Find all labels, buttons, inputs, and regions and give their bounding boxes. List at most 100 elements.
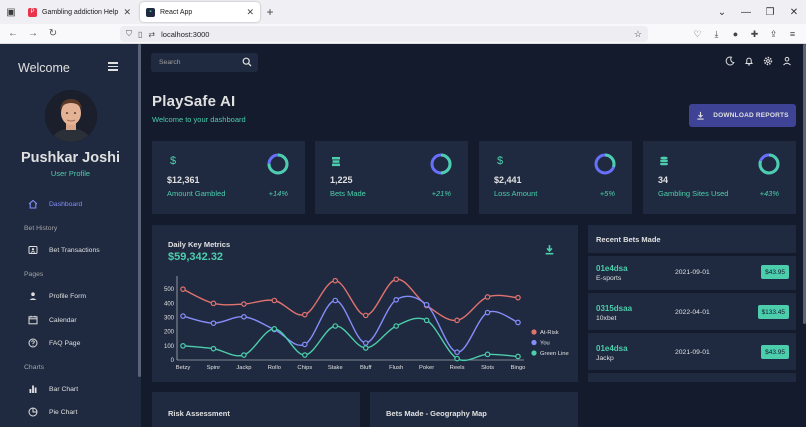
new-tab-button[interactable]: + xyxy=(266,5,274,19)
list-item[interactable]: 0315dsaa 10xbet 2022-04-01 $133.45 xyxy=(588,296,796,333)
data-point[interactable] xyxy=(180,286,186,292)
hamburger-menu-icon[interactable] xyxy=(108,62,118,71)
bet-amount-badge: $43.95 xyxy=(761,265,789,279)
profile-icon[interactable] xyxy=(777,56,796,66)
data-point[interactable] xyxy=(484,294,491,300)
download-reports-button[interactable]: DOWNLOAD REPORTS xyxy=(689,104,796,127)
data-point[interactable] xyxy=(362,340,369,346)
data-point[interactable] xyxy=(180,343,186,349)
data-point[interactable] xyxy=(515,319,521,326)
sidebar-item-faq[interactable]: FAQ Page xyxy=(28,337,80,349)
bookmark-star-icon[interactable]: ☆ xyxy=(633,28,642,39)
data-point[interactable] xyxy=(302,352,308,358)
data-point[interactable] xyxy=(210,345,217,352)
url-bar[interactable]: ⛉ ▯ ⇄ localhost:3000 ☆ xyxy=(120,26,648,42)
back-icon[interactable]: ← xyxy=(8,28,18,39)
data-point[interactable] xyxy=(332,297,339,304)
progress-ring xyxy=(267,153,289,175)
tab-title: React App xyxy=(160,8,193,16)
sidebar-item-pie-chart[interactable]: Pie Chart xyxy=(28,406,77,418)
sidebar-item-bet-transactions[interactable]: Bet Transactions xyxy=(28,244,100,256)
stat-card-bets-made: 1,225 Bets Made +21% xyxy=(315,141,468,214)
dark-mode-icon[interactable] xyxy=(720,56,739,66)
data-point[interactable] xyxy=(332,277,339,284)
risk-assessment-title: Risk Assessment xyxy=(168,409,230,418)
sidebar-item-bar-chart[interactable]: Bar Chart xyxy=(28,383,78,395)
data-point[interactable] xyxy=(241,352,247,358)
data-point[interactable] xyxy=(210,300,217,307)
sidebar-item-profile-form[interactable]: Profile Form xyxy=(28,290,86,302)
close-tab-icon[interactable]: ✕ xyxy=(123,6,131,17)
share-icon[interactable]: ⇪ xyxy=(769,28,778,39)
stat-label: Amount Gambled xyxy=(167,189,226,198)
data-point[interactable] xyxy=(241,301,247,307)
reload-icon[interactable]: ↻ xyxy=(48,28,58,39)
search-input[interactable]: Search xyxy=(151,53,258,72)
data-point[interactable] xyxy=(393,276,399,283)
download-reports-label: DOWNLOAD REPORTS xyxy=(713,112,789,119)
dollar-icon: $ xyxy=(169,155,177,167)
data-point[interactable] xyxy=(241,313,247,320)
url-text[interactable]: localhost:3000 xyxy=(161,29,210,39)
data-point[interactable] xyxy=(423,301,430,308)
extensions-icon[interactable]: ✚ xyxy=(750,28,759,39)
shield-icon[interactable]: ⛉ xyxy=(126,29,132,38)
downloads-icon[interactable]: ⤓ xyxy=(714,28,719,39)
notifications-icon[interactable] xyxy=(739,56,758,66)
stat-label: Bets Made xyxy=(330,189,366,198)
data-point[interactable] xyxy=(271,326,278,332)
browser-tab-bar: ▣ P Gambling addiction Help ✕ ▪ React Ap… xyxy=(0,0,806,24)
sidebar-scrollbar[interactable] xyxy=(138,44,141,377)
data-point[interactable] xyxy=(332,323,339,329)
browser-tab-gambling-help[interactable]: P Gambling addiction Help ✕ xyxy=(22,2,137,22)
data-point[interactable] xyxy=(393,323,399,329)
permissions-icon[interactable]: ⇄ xyxy=(148,29,156,39)
list-item[interactable]: 01e4dsa E-sports 2021-09-01 $43.95 xyxy=(588,256,796,293)
geography-map-title: Bets Made - Geography Map xyxy=(386,409,487,418)
menu-icon[interactable]: ≡ xyxy=(789,29,796,39)
search-icon[interactable] xyxy=(242,57,252,69)
data-point[interactable] xyxy=(302,341,308,348)
forward-icon[interactable]: → xyxy=(28,28,38,39)
minimize-icon[interactable]: — xyxy=(741,6,751,18)
data-point[interactable] xyxy=(180,313,186,319)
data-point[interactable] xyxy=(210,320,217,326)
data-point[interactable] xyxy=(515,294,521,301)
data-point[interactable] xyxy=(454,317,460,324)
y-tick-label: 400 xyxy=(164,301,175,307)
data-point[interactable] xyxy=(454,355,460,362)
data-point[interactable] xyxy=(362,312,369,319)
data-point[interactable] xyxy=(454,349,460,356)
data-point[interactable] xyxy=(302,311,308,318)
stat-card-loss-amount: $ $2,441 Loss Amount +5% xyxy=(479,141,632,214)
pocket-icon[interactable]: ♡ xyxy=(693,28,702,39)
close-tab-icon[interactable]: ✕ xyxy=(246,6,254,17)
download-icon[interactable] xyxy=(544,244,555,257)
data-point[interactable] xyxy=(423,317,430,324)
x-tick-label: Reels xyxy=(450,365,465,371)
x-tick-label: Flush xyxy=(389,365,403,371)
list-item[interactable]: 01e4dsa Jackp 2021-09-01 $43.95 xyxy=(588,336,796,373)
sidebar-item-calendar[interactable]: Calendar xyxy=(28,314,77,326)
browser-tab-react-app[interactable]: ▪ React App ✕ xyxy=(140,2,260,22)
sidebar-item-label: Dashboard xyxy=(49,200,83,208)
data-point[interactable] xyxy=(484,351,491,358)
legend-label: You xyxy=(540,341,550,347)
data-point[interactable] xyxy=(515,353,521,360)
restore-icon[interactable]: ❐ xyxy=(765,6,775,18)
page-icon[interactable]: ▯ xyxy=(138,29,143,39)
data-point[interactable] xyxy=(484,309,491,316)
stat-label: Gambling Sites Used xyxy=(658,189,729,198)
x-tick-label: Betzy xyxy=(176,365,191,371)
tab-overview-icon[interactable]: ▣ xyxy=(6,6,16,18)
settings-gear-icon[interactable] xyxy=(758,56,777,66)
tab-list-icon[interactable]: ⌄ xyxy=(717,6,727,18)
account-icon[interactable]: ● xyxy=(732,29,739,39)
data-point[interactable] xyxy=(393,296,399,303)
sidebar-item-dashboard[interactable]: Dashboard xyxy=(28,198,82,210)
data-point[interactable] xyxy=(271,297,278,304)
bet-amount-badge: $43.95 xyxy=(761,345,789,359)
close-window-icon[interactable]: ✕ xyxy=(789,6,799,18)
data-point[interactable] xyxy=(362,345,369,351)
main-scrollbar[interactable] xyxy=(803,44,806,324)
